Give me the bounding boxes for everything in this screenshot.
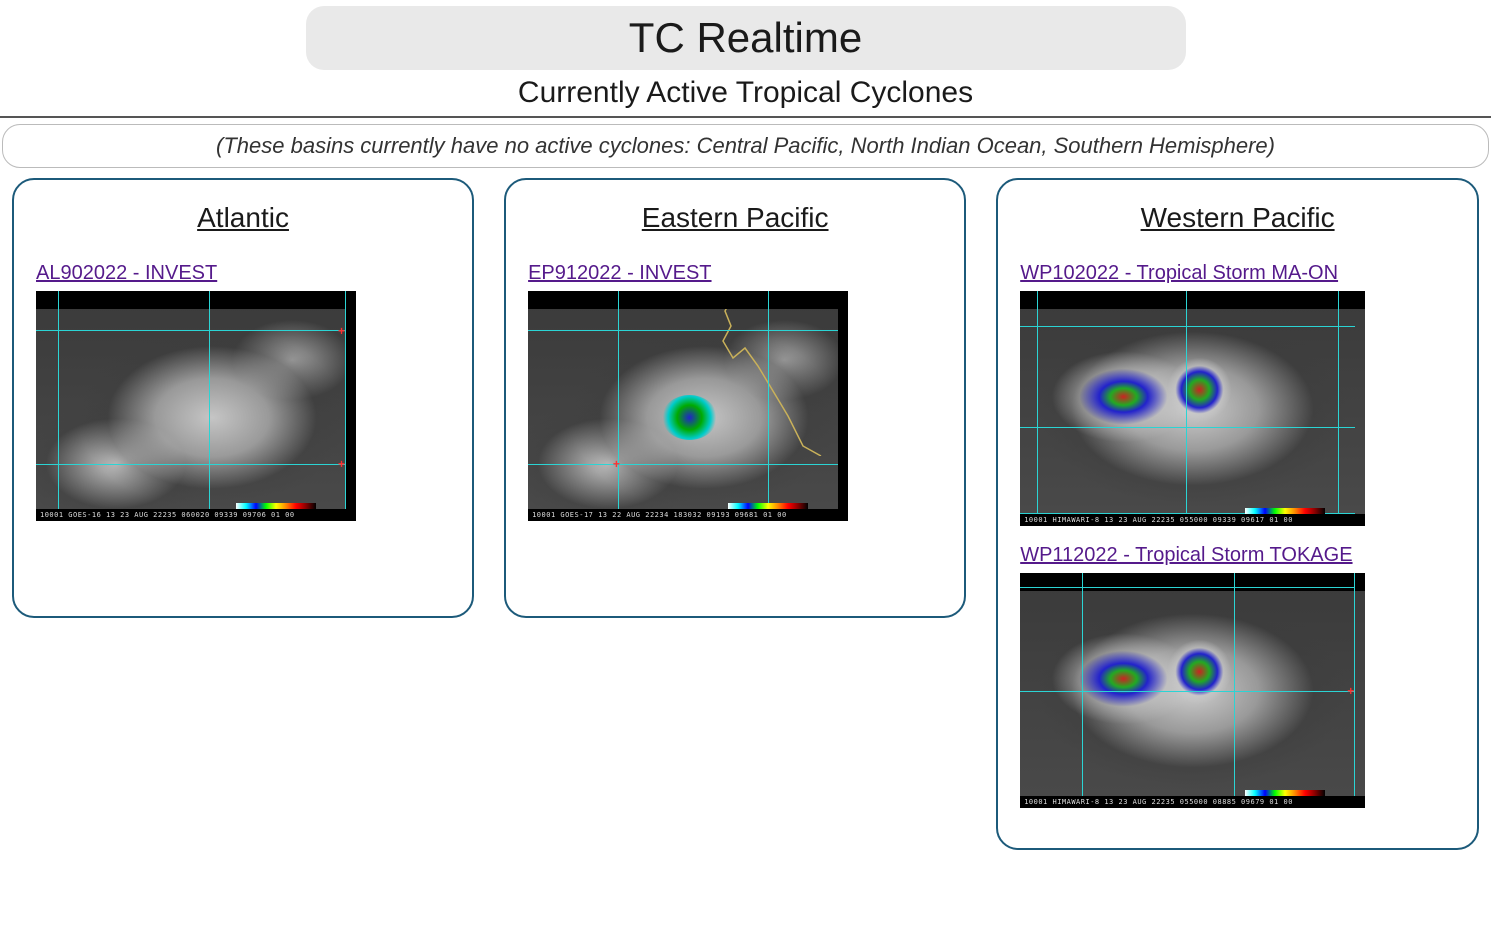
- sat-top-blackbar: [1020, 291, 1365, 309]
- storm-link[interactable]: AL902022 - INVEST: [36, 262, 217, 284]
- satellite-footer: 10001 HIMAWARI-8 13 23 AUG 22235 055000 …: [1020, 514, 1365, 526]
- storm-link[interactable]: WP112022 - Tropical Storm TOKAGE: [1020, 544, 1352, 566]
- basin-name: Eastern Pacific: [528, 202, 942, 234]
- page-title: TC Realtime: [306, 14, 1186, 62]
- sat-right-blackbar: [838, 291, 848, 521]
- sat-right-blackbar: [346, 291, 356, 521]
- sat-top-blackbar: [528, 291, 848, 309]
- satellite-cloud-layer: [1020, 291, 1365, 526]
- satellite-footer: 10001 GOES-17 13 22 AUG 22234 183032 091…: [528, 509, 848, 521]
- page-subtitle: Currently Active Tropical Cyclones: [0, 70, 1491, 116]
- storm-block: AL902022 - INVEST ++10001 GOES-16 13 23 A…: [36, 262, 450, 521]
- storm-link[interactable]: WP102022 - Tropical Storm MA-ON: [1020, 262, 1338, 284]
- satellite-footer-text: 10001 GOES-17 13 22 AUG 22234 183032 091…: [532, 511, 787, 519]
- sat-top-blackbar: [36, 291, 356, 309]
- satellite-thumbnail[interactable]: 10001 HIMAWARI-8 13 23 AUG 22235 055000 …: [1020, 291, 1365, 526]
- storm-block: WP102022 - Tropical Storm MA-ON 10001 HIM…: [1020, 262, 1455, 526]
- storm-block: EP912022 - INVEST +10001 GOES-17 13 22 AU…: [528, 262, 942, 521]
- satellite-thumbnail[interactable]: ++10001 GOES-16 13 23 AUG 22235 060020 0…: [36, 291, 356, 521]
- basin-card: Western Pacific WP102022 - Tropical Storm…: [996, 178, 1479, 850]
- satellite-footer: 10001 HIMAWARI-8 13 23 AUG 22235 055000 …: [1020, 796, 1365, 808]
- satellite-footer-text: 10001 GOES-16 13 23 AUG 22235 060020 093…: [40, 511, 295, 519]
- satellite-footer-text: 10001 HIMAWARI-8 13 23 AUG 22235 055000 …: [1024, 798, 1293, 806]
- basin-card: Atlantic AL902022 - INVEST ++10001 GOES-16…: [12, 178, 474, 618]
- coastline-icon: [703, 296, 823, 456]
- satellite-cloud-layer: [1020, 573, 1365, 808]
- no-active-basins-banner: (These basins currently have no active c…: [2, 124, 1489, 168]
- satellite-cloud-layer: [36, 291, 356, 521]
- no-active-basins-text: (These basins currently have no active c…: [3, 133, 1488, 159]
- basin-name: Western Pacific: [1020, 202, 1455, 234]
- basin-name: Atlantic: [36, 202, 450, 234]
- page-title-container: TC Realtime: [306, 6, 1186, 70]
- satellite-footer: 10001 GOES-16 13 23 AUG 22235 060020 093…: [36, 509, 356, 521]
- divider: [0, 116, 1491, 118]
- storm-block: WP112022 - Tropical Storm TOKAGE +10001 H…: [1020, 544, 1455, 808]
- satellite-footer-text: 10001 HIMAWARI-8 13 23 AUG 22235 055000 …: [1024, 516, 1293, 524]
- storm-link[interactable]: EP912022 - INVEST: [528, 262, 711, 284]
- satellite-thumbnail[interactable]: +10001 HIMAWARI-8 13 23 AUG 22235 055000…: [1020, 573, 1365, 808]
- basins-row: Atlantic AL902022 - INVEST ++10001 GOES-16…: [0, 178, 1491, 850]
- basin-card: Eastern Pacific EP912022 - INVEST +10001 G…: [504, 178, 966, 618]
- sat-top-blackbar: [1020, 573, 1365, 591]
- satellite-thumbnail[interactable]: +10001 GOES-17 13 22 AUG 22234 183032 09…: [528, 291, 848, 521]
